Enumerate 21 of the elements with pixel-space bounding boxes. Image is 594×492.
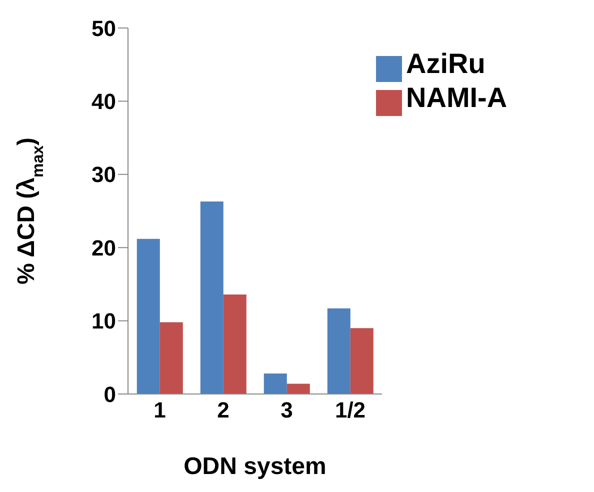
bar [200,201,224,394]
bar [136,238,160,394]
bar [327,308,350,394]
y-tick-label: 30 [92,162,116,188]
bar [286,384,310,394]
legend-label: NAMI-A [406,82,508,113]
bar [160,322,183,394]
bar [223,294,246,394]
y-tick-label: 10 [92,308,116,334]
x-axis-title: ODN system [184,453,326,480]
legend-label: AziRu [406,48,486,79]
y-tick-label: 20 [92,235,116,260]
bar [264,374,287,394]
y-tick-label: 50 [92,16,116,41]
x-tick-label: 1/2 [334,398,366,423]
y-tick-label: 40 [92,89,116,114]
x-tick-label: 1 [154,398,166,423]
x-tick-label: 2 [217,398,230,423]
x-tick-label: 3 [280,398,293,423]
y-tick-label: 0 [104,382,116,407]
bar [350,328,374,394]
